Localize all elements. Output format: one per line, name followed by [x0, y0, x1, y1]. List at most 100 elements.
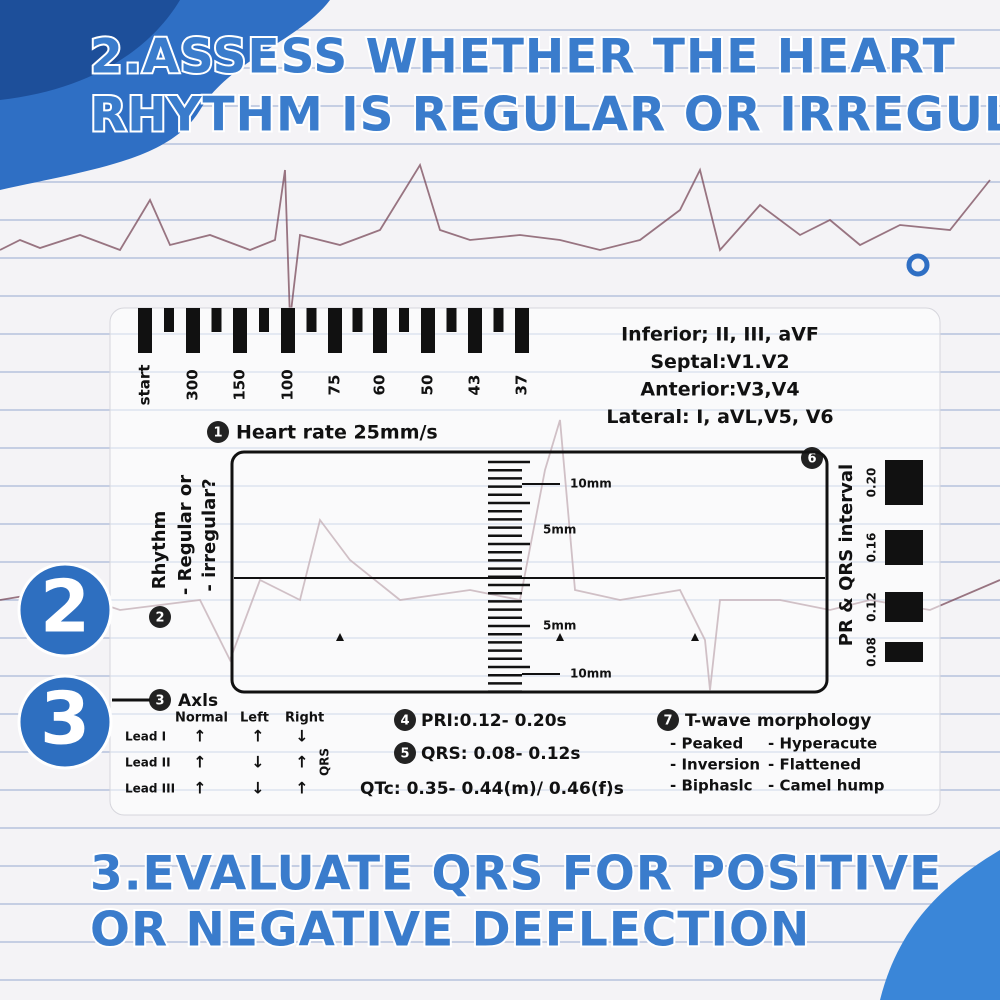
rate-bar-small	[164, 308, 174, 332]
rate-bar	[373, 308, 387, 353]
interval-value: 0.20	[865, 468, 879, 498]
lead-region: Septal:V1.V2	[650, 351, 789, 373]
rate-label: 60	[371, 375, 389, 396]
axis-arrow: ↑	[251, 727, 264, 746]
axis-arrow: ↑	[295, 779, 308, 798]
axis-column: Left	[240, 711, 269, 726]
axis-arrow: ↓	[251, 753, 264, 772]
lead-region: Anterior:V3,V4	[640, 379, 799, 401]
axis-row: Lead II	[125, 756, 171, 770]
twave-label: T-wave morphology	[685, 711, 871, 731]
axis-side: QRS	[318, 748, 332, 776]
rate-bar	[233, 308, 247, 353]
scale-label: 10mm	[570, 477, 612, 491]
interval-box	[885, 460, 923, 505]
rate-label: 43	[466, 375, 484, 396]
badge-number: 3	[40, 677, 90, 761]
step-number: 2	[155, 611, 164, 626]
interval-value: 0.08	[865, 637, 879, 667]
step-number: 1	[213, 426, 222, 441]
rate-bar	[138, 308, 152, 353]
twave-item: - Hyperacute	[768, 735, 877, 753]
rate-label: start	[136, 365, 154, 406]
measure-box	[230, 450, 829, 694]
headline: 2.ASSESS WHETHER THE HEART	[90, 30, 956, 85]
rate-label: 37	[513, 375, 531, 396]
lead-region: Lateral: I, aVL,V5, V6	[606, 406, 833, 428]
twave-item: - Inversion	[670, 756, 760, 774]
rhythm-text: - irregular?	[199, 478, 220, 591]
interval-value: 0.16	[865, 533, 879, 563]
qtc: QTc: 0.35- 0.44(m)/ 0.46(f)s	[360, 779, 624, 799]
rate-bar-small	[446, 308, 457, 332]
step-circle	[207, 421, 229, 443]
rhythm-label: Rhythm	[149, 511, 170, 590]
rate-bar-small	[259, 308, 269, 332]
axis-label: Axls	[178, 691, 218, 711]
axis-row: Lead I	[125, 730, 166, 744]
rate-label: 50	[419, 375, 437, 396]
marker	[556, 633, 564, 641]
step-number: 6	[807, 452, 816, 467]
rate-bar	[515, 308, 529, 353]
axis-arrow: ↑	[193, 779, 206, 798]
rate-bar-small	[306, 308, 317, 332]
rate-label: 75	[326, 375, 344, 396]
blue-blob-dark	[0, 0, 180, 100]
rate-bar-small	[493, 308, 504, 332]
rate-bar-small	[352, 308, 363, 332]
rate-bar-small	[211, 308, 222, 332]
scale-label: 10mm	[570, 667, 612, 681]
rate-label: 100	[279, 369, 297, 400]
rate-label: 300	[184, 369, 202, 400]
rate-bar	[468, 308, 482, 353]
twave-item: - Camel hump	[768, 777, 885, 795]
step-circle	[394, 742, 416, 764]
pri: PRI:0.12- 0.20s	[421, 711, 567, 731]
badge-number: 2	[40, 565, 90, 649]
rate-bar-small	[399, 308, 409, 332]
interval-value: 0.12	[865, 592, 879, 622]
scale-label: 5mm	[543, 619, 576, 633]
qrs: QRS: 0.08- 0.12s	[421, 744, 580, 764]
headline: RHYTHM IS REGULAR OR IRREGULAR	[90, 88, 1000, 143]
badge	[17, 674, 113, 770]
step-circle	[657, 709, 679, 731]
interval-box	[885, 592, 923, 622]
axis-arrow: ↓	[295, 727, 308, 746]
rate-bar	[421, 308, 435, 353]
step-number: 4	[400, 714, 409, 729]
footer: 3.EVALUATE QRS FOR POSITIVE	[90, 847, 942, 902]
interval-label: PR & QRS interval	[836, 464, 857, 646]
axis-arrow: ↓	[251, 779, 264, 798]
marker	[691, 633, 699, 641]
blue-blob	[880, 850, 1000, 1000]
axis-column: Right	[285, 711, 324, 726]
twave-item: - Peaked	[670, 735, 743, 753]
interval-box	[885, 530, 923, 565]
rate-bar	[281, 308, 295, 353]
interval-box	[885, 642, 923, 662]
dot	[906, 253, 930, 277]
footer: OR NEGATIVE DEFLECTION	[90, 903, 810, 958]
rate-label: 150	[231, 369, 249, 400]
step-number: 7	[663, 714, 672, 729]
rate-bar	[328, 308, 342, 353]
step-circle	[149, 606, 171, 628]
scale-label: 5mm	[543, 523, 576, 537]
step-circle	[394, 709, 416, 731]
twave-item: - Flattened	[768, 756, 861, 774]
marker	[336, 633, 344, 641]
axis-row: Lead III	[125, 782, 175, 796]
axis-arrow: ↑	[193, 753, 206, 772]
heart-rate: Heart rate 25mm/s	[236, 422, 438, 444]
rate-bar	[186, 308, 200, 353]
axis-column: Normal	[175, 711, 228, 726]
axis-arrow: ↑	[193, 727, 206, 746]
rhythm-text: - Regular or	[175, 475, 196, 595]
axis-arrow: ↑	[295, 753, 308, 772]
step-number: 3	[155, 694, 164, 709]
lead-region: Inferior; II, III, aVF	[621, 324, 819, 346]
